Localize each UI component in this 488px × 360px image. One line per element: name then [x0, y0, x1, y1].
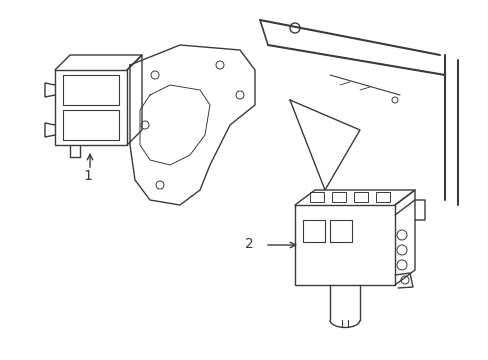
Bar [331, 192, 346, 202]
Text: 2: 2 [244, 237, 253, 251]
Bar [375, 192, 389, 202]
Bar [353, 192, 367, 202]
Bar [63, 75, 119, 105]
Bar [329, 220, 351, 242]
Text: 1: 1 [83, 169, 92, 183]
Bar [303, 220, 325, 242]
Bar [63, 110, 119, 140]
Bar [309, 192, 324, 202]
